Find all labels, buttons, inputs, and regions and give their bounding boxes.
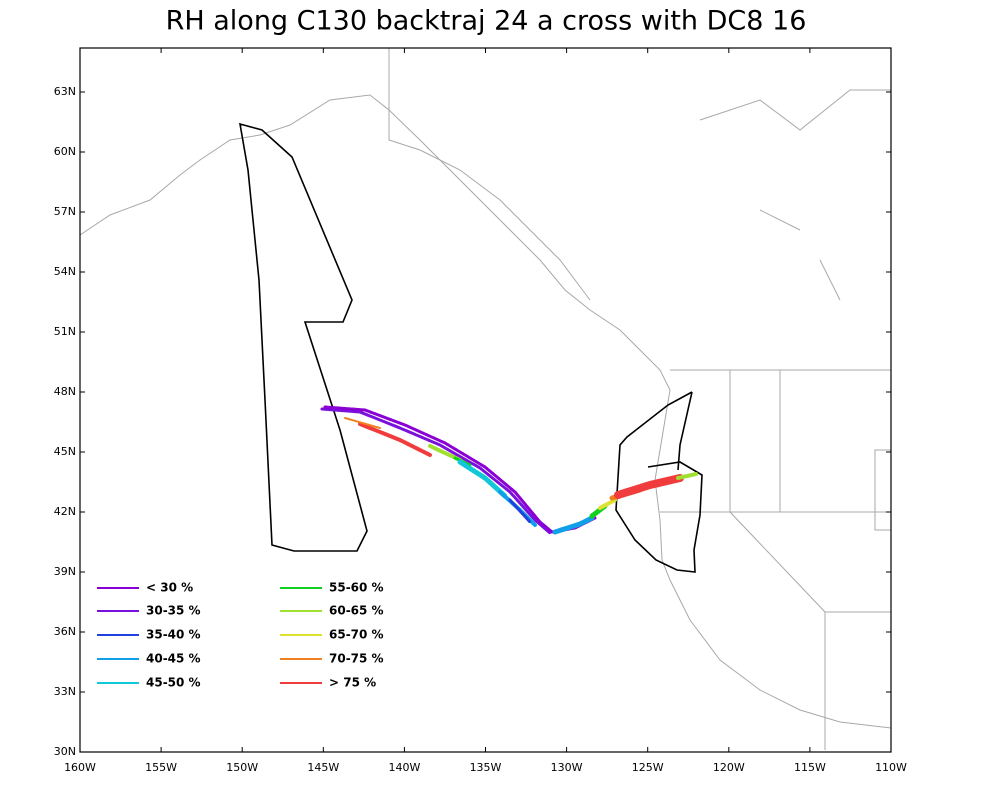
legend-label: 30-35 % <box>146 604 201 618</box>
legend-label: < 30 % <box>146 581 193 595</box>
lat-tick-label: 33N <box>54 685 76 698</box>
lon-tick-label: 115W <box>794 761 826 774</box>
trajectory-segment <box>344 417 381 429</box>
lon-tick-label: 130W <box>551 761 583 774</box>
lat-tick-label: 54N <box>54 265 76 278</box>
trajectory-segment <box>676 472 698 480</box>
lon-tick-label: 160W <box>64 761 96 774</box>
lon-tick-label: 135W <box>470 761 502 774</box>
legend-label: 40-45 % <box>146 652 201 666</box>
trajectory-segment <box>552 515 595 535</box>
coastlines <box>79 48 892 750</box>
legend-label: > 75 % <box>329 676 376 690</box>
legend-label: 55-60 % <box>329 581 384 595</box>
title: RH along C130 backtraj 24 a cross with D… <box>166 6 807 37</box>
lon-tick-label: 150W <box>226 761 258 774</box>
trajectory-segment <box>508 498 532 524</box>
legend-label: 60-65 % <box>329 604 384 618</box>
legend-label: 45-50 % <box>146 676 201 690</box>
lon-tick-label: 155W <box>145 761 177 774</box>
lat-tick-label: 36N <box>54 625 76 638</box>
lon-tick-label: 110W <box>875 761 907 774</box>
trajectory-segment <box>457 459 508 499</box>
lon-tick-label: 125W <box>632 761 664 774</box>
lat-tick-label: 51N <box>54 325 76 338</box>
trajectory-segment <box>358 422 432 457</box>
lat-tick-label: 42N <box>54 505 76 518</box>
trajectory-segment <box>614 474 684 499</box>
trajectory-segment <box>598 498 617 510</box>
lat-tick-label: 48N <box>54 385 76 398</box>
lon-tick-label: 140W <box>388 761 420 774</box>
lon-tick-label: 120W <box>713 761 745 774</box>
lat-tick-label: 60N <box>54 145 76 158</box>
lat-tick-label: 39N <box>54 565 76 578</box>
legend-label: 65-70 % <box>329 628 384 642</box>
map-frame <box>79 47 892 753</box>
flight-tracks <box>238 122 703 573</box>
lat-tick-label: 57N <box>54 205 76 218</box>
lat-tick-label: 63N <box>54 85 76 98</box>
lat-tick-label: 30N <box>54 745 76 758</box>
lon-tick-label: 145W <box>307 761 339 774</box>
legend-label: 70-75 % <box>329 652 384 666</box>
legend-label: 35-40 % <box>146 628 201 642</box>
trajectory <box>320 405 698 535</box>
trajectory-segment <box>320 407 552 535</box>
lat-tick-label: 45N <box>54 445 76 458</box>
